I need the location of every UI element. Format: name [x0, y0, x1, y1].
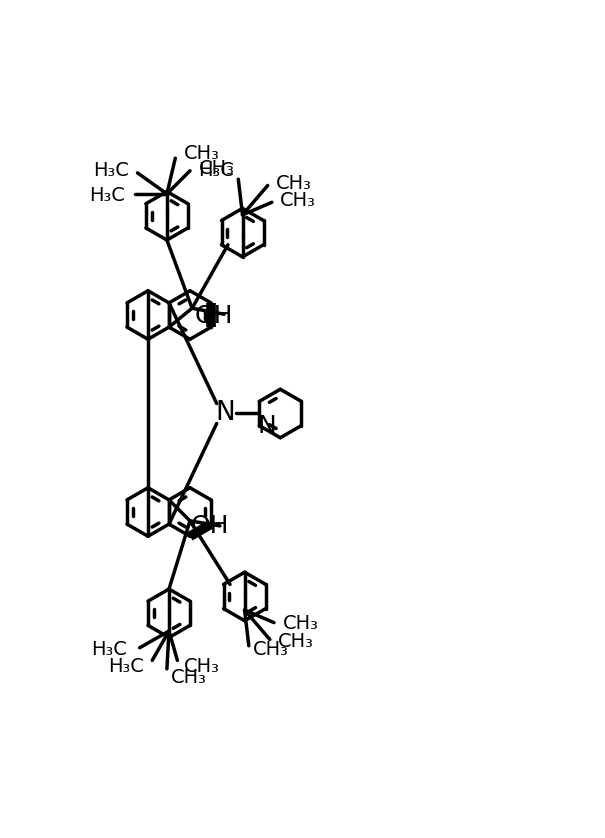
Text: CH₃: CH₃	[253, 640, 289, 660]
Text: CH₃: CH₃	[276, 173, 312, 193]
Text: N: N	[216, 401, 235, 427]
Text: H₃C: H₃C	[198, 161, 234, 180]
Text: OH: OH	[191, 514, 229, 538]
Text: H₃C: H₃C	[93, 161, 129, 180]
Text: CH₃: CH₃	[280, 191, 316, 210]
Text: CH₃: CH₃	[283, 614, 318, 633]
Text: CH₃: CH₃	[278, 632, 314, 651]
Text: N: N	[258, 414, 276, 437]
Text: H₃C: H₃C	[89, 187, 125, 205]
Text: H₃C: H₃C	[108, 657, 144, 676]
Text: OH: OH	[195, 304, 234, 328]
Text: CH₃: CH₃	[184, 144, 220, 163]
Text: CH₃: CH₃	[184, 657, 220, 676]
Text: H₃C: H₃C	[91, 640, 127, 660]
Text: CH₃: CH₃	[171, 668, 207, 686]
Text: CH₃: CH₃	[198, 159, 234, 178]
